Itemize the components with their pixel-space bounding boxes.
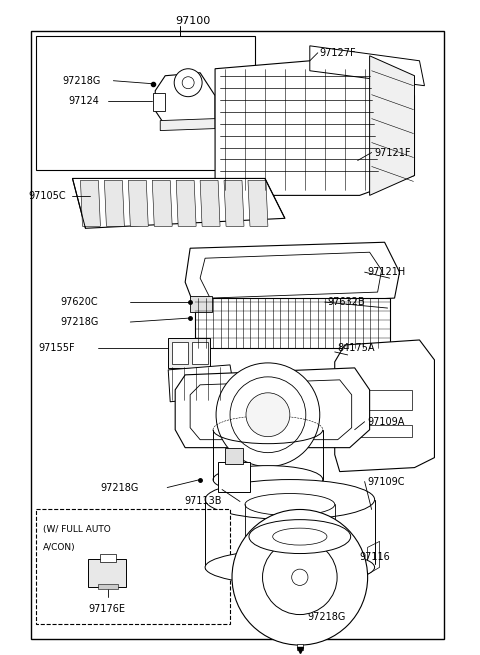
- Polygon shape: [175, 368, 370, 447]
- Bar: [36, 36, 255, 170]
- Bar: [195, 298, 390, 348]
- Polygon shape: [72, 178, 285, 229]
- Text: 97632B: 97632B: [328, 297, 365, 307]
- Polygon shape: [368, 542, 380, 574]
- Polygon shape: [185, 242, 399, 308]
- Text: 97155F: 97155F: [38, 343, 75, 353]
- Polygon shape: [224, 180, 244, 226]
- Text: 84175A: 84175A: [338, 343, 375, 353]
- Polygon shape: [370, 56, 415, 195]
- Polygon shape: [155, 73, 215, 126]
- Circle shape: [292, 569, 308, 586]
- Circle shape: [263, 540, 337, 614]
- Circle shape: [174, 69, 202, 97]
- Text: 97109A: 97109A: [368, 417, 405, 426]
- Polygon shape: [248, 180, 268, 226]
- Polygon shape: [160, 119, 215, 130]
- Circle shape: [230, 377, 306, 453]
- Text: 97109C: 97109C: [368, 477, 405, 487]
- Text: 97121F: 97121F: [374, 147, 411, 157]
- Circle shape: [182, 77, 194, 88]
- Text: 97620C: 97620C: [60, 297, 98, 307]
- Bar: [218, 462, 250, 491]
- Circle shape: [232, 510, 368, 645]
- Bar: [172, 342, 188, 364]
- Polygon shape: [200, 252, 382, 298]
- Bar: [225, 447, 243, 464]
- Bar: [36, 510, 230, 624]
- Text: 97218G: 97218G: [100, 483, 139, 493]
- Ellipse shape: [245, 493, 335, 515]
- Bar: [31, 31, 444, 639]
- Ellipse shape: [245, 553, 335, 575]
- Circle shape: [216, 363, 320, 466]
- Ellipse shape: [273, 528, 327, 545]
- Bar: [360, 424, 411, 437]
- Polygon shape: [190, 380, 352, 440]
- Polygon shape: [152, 180, 172, 226]
- Polygon shape: [168, 365, 235, 402]
- Text: A/CON): A/CON): [43, 543, 75, 552]
- Text: 97100: 97100: [175, 16, 210, 26]
- Bar: [100, 554, 116, 563]
- Polygon shape: [128, 180, 148, 226]
- Text: 97124: 97124: [69, 96, 99, 105]
- Bar: [98, 584, 119, 590]
- Text: (W/ FULL AUTO: (W/ FULL AUTO: [43, 525, 110, 534]
- Polygon shape: [81, 180, 100, 226]
- Text: 97218G: 97218G: [308, 612, 346, 622]
- Polygon shape: [176, 180, 196, 226]
- Ellipse shape: [205, 550, 374, 585]
- Polygon shape: [335, 340, 434, 472]
- Ellipse shape: [213, 466, 323, 493]
- Polygon shape: [310, 46, 424, 86]
- Polygon shape: [200, 180, 220, 226]
- Bar: [192, 342, 208, 364]
- Ellipse shape: [249, 519, 351, 553]
- Text: 97218G: 97218G: [62, 76, 101, 86]
- Bar: [88, 559, 126, 588]
- Text: 97116: 97116: [360, 552, 390, 563]
- Polygon shape: [200, 548, 212, 577]
- Bar: [360, 390, 411, 410]
- Bar: [168, 338, 210, 368]
- Polygon shape: [104, 180, 124, 226]
- Polygon shape: [215, 56, 415, 195]
- Bar: [190, 296, 212, 312]
- Text: 97113B: 97113B: [184, 496, 222, 506]
- Text: 97218G: 97218G: [60, 317, 99, 327]
- Text: 97176E: 97176E: [88, 604, 125, 614]
- Ellipse shape: [205, 479, 374, 519]
- Text: 97127F: 97127F: [320, 48, 356, 58]
- Circle shape: [246, 393, 290, 437]
- Text: 97105C: 97105C: [29, 191, 66, 201]
- Bar: [153, 92, 165, 111]
- Text: 97121H: 97121H: [368, 267, 406, 277]
